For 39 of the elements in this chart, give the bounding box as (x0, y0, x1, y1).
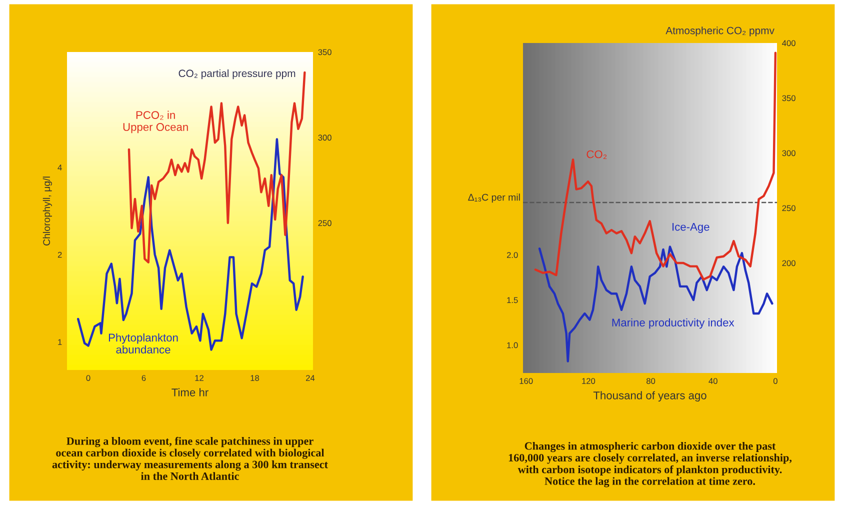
x-tick-label: 12 (195, 375, 204, 381)
x-tick-label: 40 (708, 378, 718, 384)
y-tick-label: 1.0 (507, 342, 518, 348)
y2-axis-title: Atmospheric CO₂ ppmv (666, 26, 774, 36)
x-tick-label: 80 (646, 378, 656, 384)
y-tick-label: 1 (58, 339, 62, 345)
series-label: CO₂ (586, 150, 607, 160)
text: During a bloom event, fine scale patchiness in upper ocean carbon dioxide is closely correlated with biological activity: underway measurements along a 300 km transect in the North Atlantic (52, 436, 328, 480)
line-series (538, 246, 774, 362)
series-label: Phytoplankton abundance (108, 333, 178, 354)
y2-tick-label: 400 (782, 40, 796, 46)
series-label: PCO₂ in Upper Ocean (123, 110, 188, 134)
y2-tick-label: 350 (782, 95, 796, 102)
y2-tick-label: 350 (318, 49, 332, 56)
series-label: Marine productivity index (612, 318, 734, 329)
x-tick-label: 24 (306, 375, 315, 381)
x-tick-label: 120 (582, 378, 596, 384)
y2-tick-label: 200 (782, 260, 796, 266)
x-tick-label: 160 (520, 378, 533, 384)
y2-tick-label: 300 (318, 134, 332, 141)
y-axis-title: Chlorophyll, μg/l (42, 176, 52, 246)
x-axis-title: Thousand of years ago (593, 391, 706, 402)
annotation: Ice-Age (672, 223, 710, 233)
y-tick-label: 2.0 (506, 252, 518, 258)
x-tick-label: 6 (142, 375, 146, 381)
line-series (534, 52, 777, 281)
y2-tick-label: 300 (782, 150, 796, 156)
text: Changes in atmospheric carbon dioxide over the past 160,000 years are closely correlated, an inverse relationship, with carbon isotope indicators of plankton productivity. Notice the lag in the correlation at time zero. (508, 442, 792, 488)
y-tick-label: 1.5 (507, 297, 518, 304)
x-tick-label: 0 (86, 375, 90, 381)
y2-tick-label: 250 (782, 205, 796, 212)
y2-tick-label: 250 (318, 220, 332, 226)
y-tick-label: 2 (58, 252, 62, 258)
y-axis-title: Δ₁₃C per mil (468, 194, 520, 203)
x-tick-label: 18 (250, 375, 260, 381)
y-tick-label: 4 (58, 164, 62, 170)
x-axis-title: Time hr (172, 388, 208, 396)
x-tick-label: 0 (773, 378, 778, 384)
y2-axis-title: CO₂ partial pressure ppm (178, 69, 296, 80)
